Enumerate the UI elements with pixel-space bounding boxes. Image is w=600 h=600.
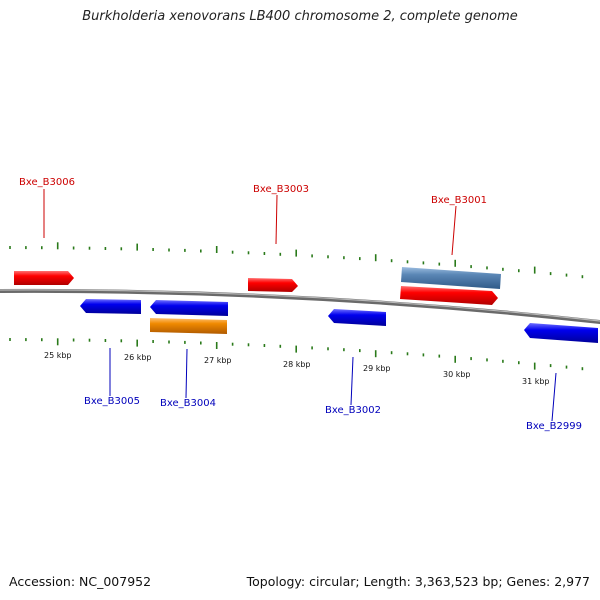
scale-label-26kbp: 26 kbp <box>124 353 152 362</box>
scale-label-29kbp: 29 kbp <box>363 364 391 373</box>
chromosome-backbone <box>0 288 600 324</box>
tick-track-bottom <box>9 338 584 371</box>
chromosome-backbone-highlight <box>0 289 600 322</box>
scale-label-28kbp: 28 kbp <box>283 360 311 369</box>
map-title: Burkholderia xenovorans LB400 chromosome… <box>82 9 518 24</box>
label-bxe-b3006[interactable]: Bxe_B3006 <box>19 177 75 188</box>
scale-label-30kbp: 30 kbp <box>443 370 471 379</box>
tick-track-top <box>9 242 584 279</box>
gene-bxe-b3006[interactable] <box>14 271 74 285</box>
accession-text: Accession: NC_007952 <box>9 574 152 589</box>
leader-bxe-b3002 <box>350 356 354 406</box>
label-bxe-b3002[interactable]: Bxe_B3002 <box>325 405 381 416</box>
gene-bxe-b3004[interactable] <box>150 300 228 316</box>
scale-label-31kbp: 31 kbp <box>522 377 550 386</box>
leader-bxe-b2999 <box>551 372 557 422</box>
scale-label-25kbp: 25 kbp <box>44 351 72 360</box>
label-bxe-b3001[interactable]: Bxe_B3001 <box>431 195 487 206</box>
gene-bxe-b3001[interactable] <box>400 286 498 305</box>
feature-bxe-b3004-orange[interactable] <box>150 318 227 334</box>
gene-bxe-b2999[interactable] <box>524 323 598 343</box>
leader-bxe-b3004 <box>185 348 188 399</box>
gene-bxe-b3002[interactable] <box>328 309 386 326</box>
gene-bxe-b3003[interactable] <box>248 278 298 292</box>
feature-bxe-b3001-steel[interactable] <box>401 267 501 289</box>
leader-bxe-b3003 <box>275 194 278 245</box>
scale-label-27kbp: 27 kbp <box>204 356 232 365</box>
genome-summary-text: Topology: circular; Length: 3,363,523 bp… <box>246 574 590 589</box>
label-bxe-b3004[interactable]: Bxe_B3004 <box>160 398 216 409</box>
label-bxe-b3003[interactable]: Bxe_B3003 <box>253 184 309 195</box>
leader-bxe-b3001 <box>451 205 457 256</box>
gene-bxe-b3005[interactable] <box>80 299 141 314</box>
label-bxe-b2999[interactable]: Bxe_B2999 <box>526 421 582 432</box>
label-bxe-b3005[interactable]: Bxe_B3005 <box>84 396 140 407</box>
